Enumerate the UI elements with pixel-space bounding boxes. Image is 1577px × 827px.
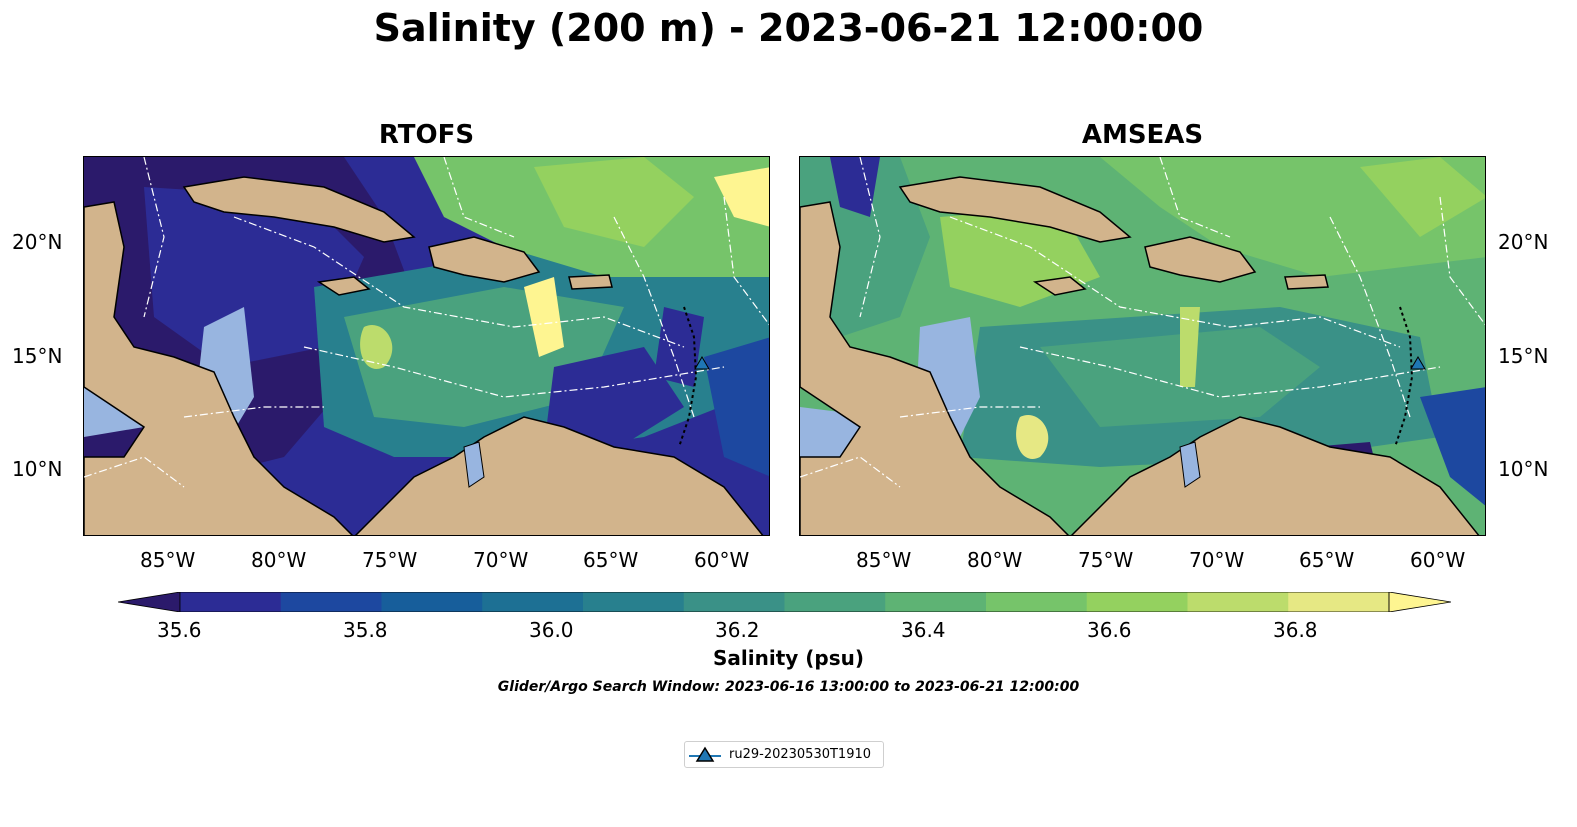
colorbar-segment (784, 592, 886, 612)
lon-tick-label: 85°W (140, 548, 196, 572)
lon-axis-rtofs: 85°W 80°W 75°W 70°W 65°W 60°W (83, 536, 770, 576)
colorbar-tick-label: 36.2 (715, 618, 760, 642)
land-hispaniola (428, 236, 541, 283)
salinity-region (714, 167, 769, 227)
colorbar-label: Salinity (psu) (712, 646, 864, 670)
lon-tick-label: 60°W (1410, 548, 1466, 572)
colorbar-segment (986, 592, 1088, 612)
colorbar-segment (1288, 592, 1390, 612)
colorbar-extend-high (1388, 592, 1451, 612)
colorbar-segment (381, 592, 483, 612)
lake-maracaibo (1179, 441, 1201, 488)
colorbar-tick-label: 35.6 (157, 618, 202, 642)
lon-tick-label: 85°W (856, 548, 912, 572)
land-puerto-rico (568, 274, 613, 290)
glider-marker (1410, 356, 1426, 370)
panel-title-rtofs: RTOFS (378, 120, 475, 150)
rtofs-map-svg (84, 157, 769, 535)
salinity-region (524, 277, 564, 357)
colorbar-segment (1187, 592, 1289, 612)
colorbar-segment (583, 592, 685, 612)
land-cuba (898, 176, 1132, 243)
amseas-map (799, 156, 1486, 536)
salinity-region (1360, 157, 1485, 237)
colorbar-segment (180, 592, 282, 612)
lat-tick-label: 20°N (1498, 230, 1549, 254)
salinity-region (1420, 387, 1485, 506)
lat-tick-label: 20°N (12, 230, 63, 254)
land-south-america (354, 416, 764, 535)
colorbar-segment (683, 592, 785, 612)
lon-tick-label: 65°W (583, 548, 639, 572)
rtofs-map (83, 156, 770, 536)
lon-tick-label: 65°W (1299, 548, 1355, 572)
legend-marker (689, 746, 721, 762)
lesser-antilles (1394, 306, 1414, 448)
salinity-region (544, 347, 684, 457)
salinity-region (360, 325, 393, 369)
lake-maracaibo (463, 441, 485, 488)
colorbar-frame (179, 592, 1390, 612)
salinity-region (830, 157, 880, 217)
legend: ru29-20230530T1910 (684, 741, 884, 768)
lon-tick-label: 80°W (251, 548, 307, 572)
lat-tick-label: 10°N (1498, 457, 1549, 481)
glider-marker (694, 356, 710, 370)
colorbar-tick-label: 35.8 (343, 618, 388, 642)
colorbar-tick-label: 36.4 (901, 618, 946, 642)
lon-tick-label: 70°W (1189, 548, 1245, 572)
land-puerto-rico (1284, 274, 1329, 290)
lon-tick-label: 75°W (1078, 548, 1134, 572)
lon-tick-label: 70°W (473, 548, 529, 572)
colorbar-segment (1086, 592, 1188, 612)
land-hispaniola (1144, 236, 1257, 283)
colorbar-segment (280, 592, 382, 612)
salinity-region (704, 337, 769, 477)
salinity-region (654, 307, 704, 387)
colorbar-ticks: 35.6 35.8 36.0 36.2 36.4 36.6 36.8 (157, 618, 1318, 644)
land-cuba (182, 176, 416, 243)
search-window-caption: Glider/Argo Search Window: 2023-06-16 13… (497, 679, 1080, 695)
amseas-map-svg (800, 157, 1485, 535)
land-jamaica (316, 276, 371, 296)
salinity-region (1180, 307, 1200, 387)
lon-tick-label: 60°W (694, 548, 750, 572)
lat-tick-label: 15°N (1498, 344, 1549, 368)
eez-boundaries (800, 157, 1485, 488)
colorbar-tick-label: 36.0 (529, 618, 574, 642)
salinity-region (534, 157, 694, 247)
lat-tick-label: 15°N (12, 344, 63, 368)
land-central-america (800, 201, 1070, 535)
salinity-region (1016, 415, 1049, 459)
colorbar-tick-label: 36.6 (1087, 618, 1132, 642)
colorbar-segments (180, 592, 1390, 612)
lon-tick-label: 75°W (362, 548, 418, 572)
salinity-region (144, 187, 364, 367)
colorbar-tick-label: 36.8 (1273, 618, 1318, 642)
figure-title: Salinity (200 m) - 2023-06-21 12:00:00 (373, 6, 1204, 50)
panel-title-amseas: AMSEAS (1081, 120, 1204, 150)
legend-label: ru29-20230530T1910 (729, 747, 872, 762)
land-central-america (84, 201, 354, 535)
colorbar-segment (885, 592, 987, 612)
lon-axis-amseas: 85°W 80°W 75°W 70°W 65°W 60°W (799, 536, 1486, 576)
lat-tick-label: 10°N (12, 457, 63, 481)
lon-tick-label: 80°W (967, 548, 1023, 572)
land-south-america (1070, 416, 1480, 535)
land-jamaica (1032, 276, 1087, 296)
colorbar-segment (482, 592, 584, 612)
colorbar-extend-low (118, 592, 181, 612)
lesser-antilles (678, 306, 698, 448)
triangle-icon (695, 746, 715, 762)
colorbar (118, 592, 1451, 612)
eez-boundaries (84, 157, 769, 488)
